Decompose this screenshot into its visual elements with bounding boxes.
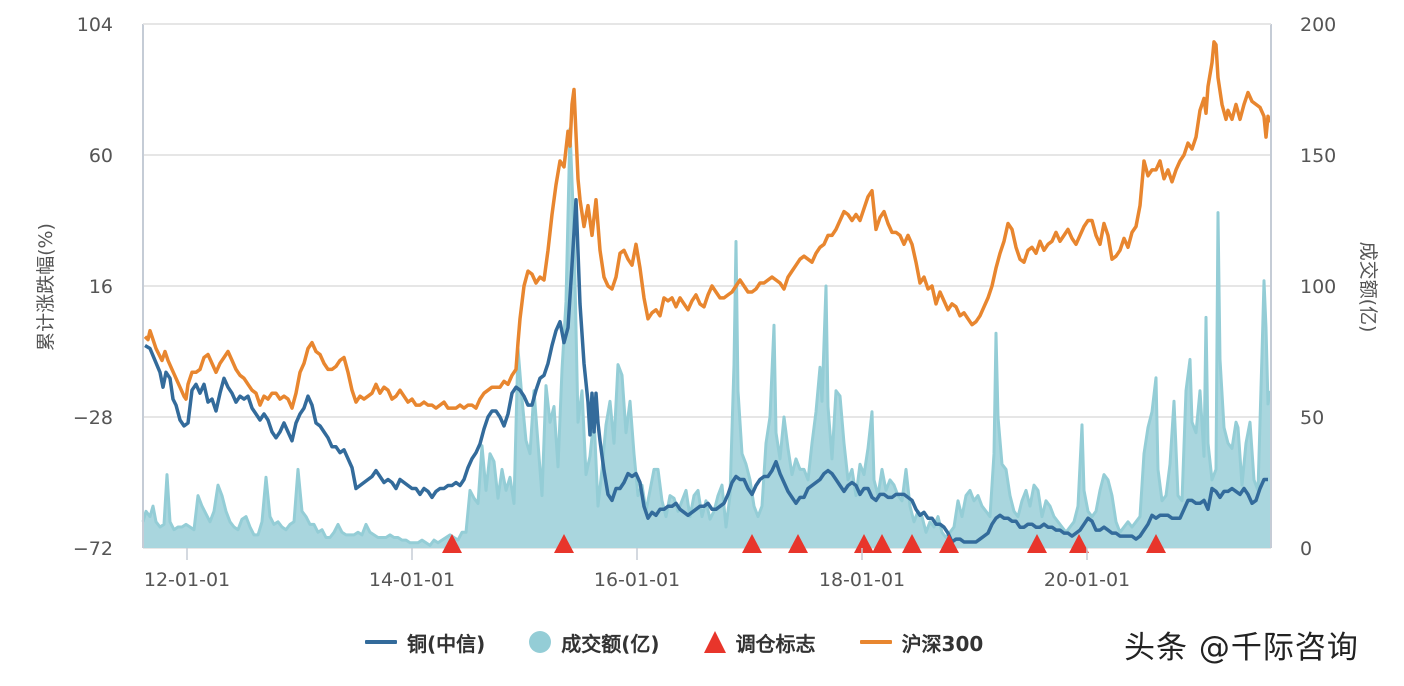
rebalance-triangle-icon <box>554 534 574 553</box>
legend-item-volume[interactable]: 成交额(亿) <box>529 628 660 657</box>
rebalance-triangle-icon <box>902 534 922 553</box>
line-swatch-icon <box>365 640 397 644</box>
x-tick-label: 16-01-01 <box>594 569 680 591</box>
x-tick-label: 12-01-01 <box>144 569 230 591</box>
rebalance-triangle-icon <box>742 534 762 553</box>
rebalance-triangle-icon <box>872 534 892 553</box>
rebalance-triangle-icon <box>442 534 462 553</box>
y-tick-label: 16 <box>89 276 113 298</box>
copper-line <box>144 197 1268 544</box>
y2-tick-label: 100 <box>1300 276 1336 298</box>
left-y-axis-title: 累计涨跌幅(%) <box>35 223 57 351</box>
line-swatch-icon <box>859 640 892 644</box>
y2-tick-label: 50 <box>1300 407 1324 429</box>
y2-tick-label: 0 <box>1300 538 1312 560</box>
legend: 铜(中信) 成交额(亿) 调仓标志 沪深300 <box>365 622 1027 662</box>
volume-area-fill <box>143 128 1270 549</box>
y-tick-label: −28 <box>73 407 113 429</box>
rebalance-triangle-icon <box>939 534 959 553</box>
rebalance-triangle-icon <box>1027 534 1047 553</box>
line-series <box>143 40 1272 544</box>
x-tick-label: 20-01-01 <box>1044 569 1130 591</box>
right-y-axis-ticks: 200 150 100 50 0 <box>1300 14 1336 560</box>
volume-area-series <box>141 127 1272 549</box>
triangle-swatch-icon <box>703 631 726 653</box>
gridlines <box>143 23 1271 549</box>
y-tick-label: −72 <box>73 538 113 560</box>
y-tick-label: 104 <box>77 14 113 36</box>
circle-swatch-icon <box>529 631 552 653</box>
rebalance-triangle-icon <box>788 534 808 553</box>
x-axis-ticks: 12-01-01 14-01-01 16-01-01 18-01-01 20-01-01 <box>144 548 1130 591</box>
legend-label: 调仓标志 <box>735 631 816 656</box>
rebalance-triangle-icon <box>1069 534 1089 553</box>
rebalance-triangle-icon <box>854 534 874 553</box>
rebalance-markers <box>442 534 1166 553</box>
left-y-axis-ticks: 104 60 16 −28 −72 <box>73 14 113 560</box>
rebalance-triangle-icon <box>1146 534 1166 553</box>
legend-label: 沪深300 <box>901 631 984 656</box>
right-y-axis-title: 成交额(亿) <box>1357 242 1379 333</box>
y2-tick-label: 200 <box>1300 14 1336 36</box>
watermark: 头条 @千际咨询 <box>1124 630 1359 666</box>
x-tick-label: 18-01-01 <box>819 569 905 591</box>
legend-item-copper[interactable]: 铜(中信) <box>365 628 485 657</box>
y-tick-label: 60 <box>89 145 113 167</box>
x-tick-label: 14-01-01 <box>369 569 455 591</box>
legend-item-hs300[interactable]: 沪深300 <box>859 628 984 657</box>
hs300-line <box>143 40 1272 410</box>
volume-line <box>141 127 1272 547</box>
legend-label: 铜(中信) <box>407 631 486 656</box>
y2-tick-label: 150 <box>1300 145 1336 167</box>
legend-label: 成交额(亿) <box>561 631 660 656</box>
legend-item-rebalance[interactable]: 调仓标志 <box>703 628 816 657</box>
axes <box>142 23 1272 548</box>
